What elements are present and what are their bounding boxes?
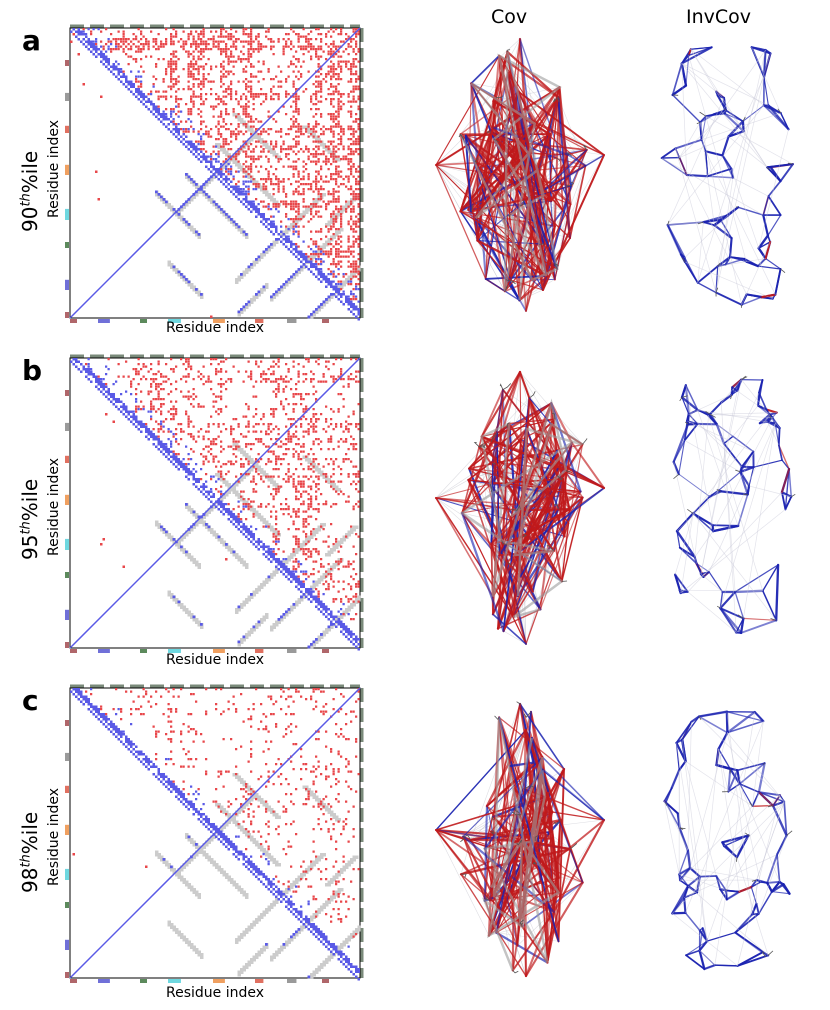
cov-network-a [434, 37, 606, 312]
panel-letter-a: a [22, 24, 41, 57]
x-axis-label-c: Residue index [165, 985, 265, 1001]
y-axis-label-c: Residue index [46, 787, 62, 886]
percentile-label-c: 98th%ile [18, 811, 42, 893]
negative-cells [70, 358, 360, 651]
percentile-label-b: 95th%ile [18, 478, 42, 560]
positive-cells [85, 358, 360, 621]
percentile-label-a: 90th%ile [18, 150, 42, 232]
positive-cells [70, 28, 360, 318]
column-title-cov: Cov [491, 6, 528, 28]
invcov-network-b [672, 375, 796, 635]
panel-letter-c: c [22, 684, 39, 717]
y-axis-label-b: Residue index [46, 457, 62, 556]
column-title-invcov: InvCov [686, 6, 752, 28]
invcov-network-c [663, 710, 793, 971]
panel-letter-b: b [22, 354, 43, 387]
x-axis-label-a: Residue index [165, 320, 265, 336]
contact-map-c [65, 684, 364, 983]
negative-cells [70, 688, 360, 981]
contact-map-b [65, 354, 364, 653]
x-axis-label-b: Residue index [165, 652, 265, 668]
y-axis-label-a: Residue index [46, 119, 62, 218]
cov-network-c [434, 701, 606, 978]
positive-cells [72, 688, 360, 938]
contact-map-a [65, 24, 364, 323]
invcov-network-a [660, 46, 794, 308]
cov-network-b [434, 370, 606, 645]
